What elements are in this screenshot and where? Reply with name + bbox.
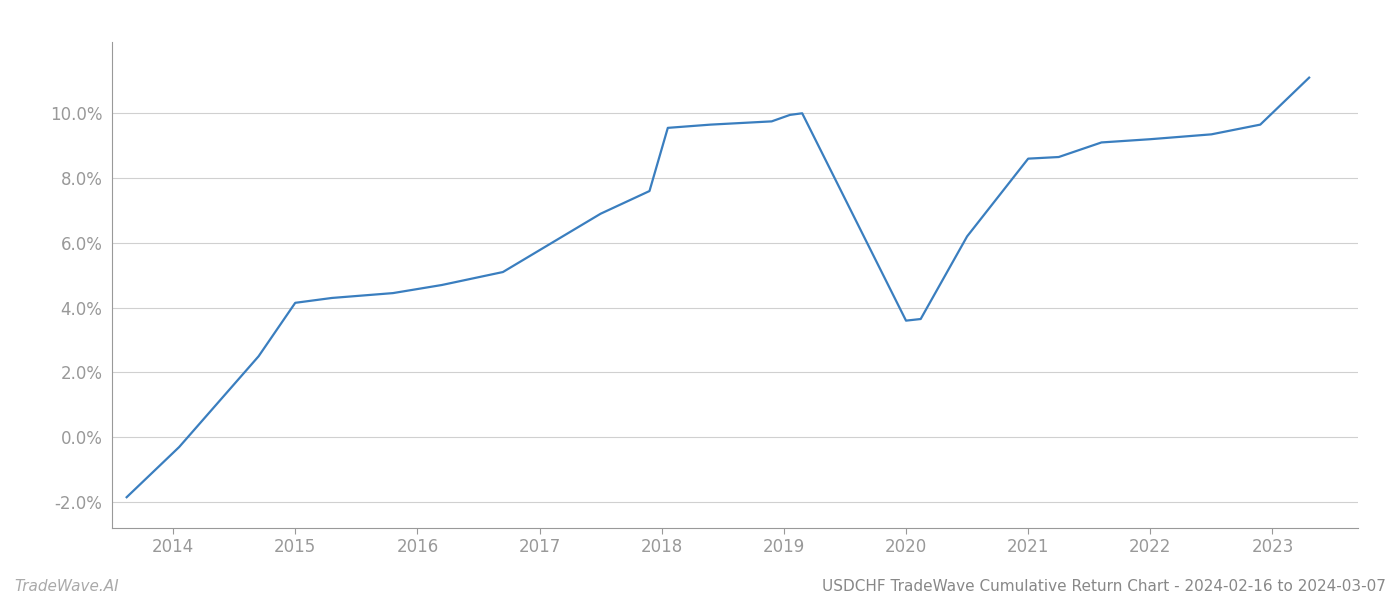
Text: TradeWave.AI: TradeWave.AI xyxy=(14,579,119,594)
Text: USDCHF TradeWave Cumulative Return Chart - 2024-02-16 to 2024-03-07: USDCHF TradeWave Cumulative Return Chart… xyxy=(822,579,1386,594)
